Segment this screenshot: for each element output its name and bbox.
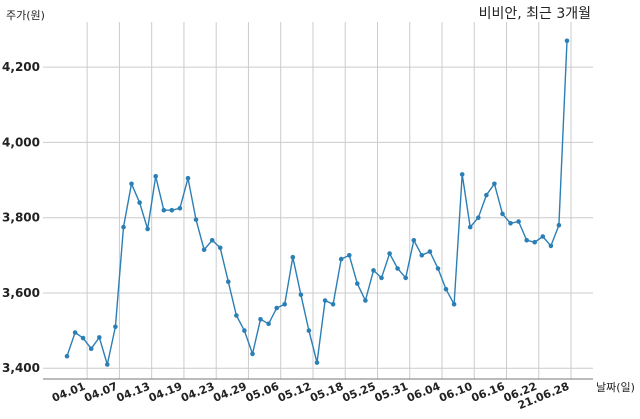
data-point xyxy=(540,234,546,239)
data-point xyxy=(88,346,94,352)
data-point xyxy=(64,353,70,359)
x-axis-label: 날짜(일) xyxy=(596,380,635,394)
grid xyxy=(43,22,593,379)
data-point xyxy=(443,286,449,292)
data-point xyxy=(185,175,191,181)
data-point xyxy=(403,275,409,281)
data-point xyxy=(97,335,102,340)
data-point xyxy=(508,221,513,226)
data-point xyxy=(121,224,126,230)
data-point xyxy=(177,206,183,211)
data-point xyxy=(137,200,142,205)
data-point xyxy=(282,302,288,307)
data-point xyxy=(105,362,110,367)
data-point xyxy=(379,275,384,281)
data-point xyxy=(274,305,280,311)
data-point xyxy=(217,245,223,251)
data-point xyxy=(395,266,400,271)
data-point xyxy=(500,211,505,217)
data-point xyxy=(411,238,417,243)
data-point xyxy=(548,243,554,249)
data-point xyxy=(564,38,570,44)
data-point xyxy=(242,328,247,333)
data-point xyxy=(532,239,537,245)
y-tick-label: 3,600 xyxy=(2,286,40,300)
data-point xyxy=(347,253,352,258)
data-point xyxy=(129,181,134,187)
data-point xyxy=(451,302,457,307)
data-point xyxy=(266,321,271,327)
y-axis-label: 주가(원) xyxy=(6,9,45,22)
y-tick-label: 4,200 xyxy=(2,60,40,74)
data-point xyxy=(467,224,473,230)
data-point xyxy=(258,317,263,322)
y-tick-label: 3,800 xyxy=(2,211,40,225)
data-point xyxy=(556,222,562,228)
data-point xyxy=(435,266,441,271)
data-point xyxy=(234,313,239,318)
data-point xyxy=(484,192,489,198)
data-point xyxy=(363,298,368,303)
data-point xyxy=(153,174,158,179)
price-points xyxy=(64,38,570,367)
data-point xyxy=(290,254,296,260)
data-point xyxy=(80,335,86,341)
data-point xyxy=(193,217,199,222)
data-point xyxy=(355,281,360,286)
y-tick-labels: 3,400 3,600 3,800 4,000 4,200 xyxy=(2,60,40,375)
y-tick-label: 3,400 xyxy=(2,361,40,375)
data-point xyxy=(387,251,392,256)
data-point xyxy=(492,181,497,187)
data-point xyxy=(72,330,78,335)
data-point xyxy=(298,292,304,298)
data-point xyxy=(145,226,150,232)
data-point xyxy=(459,172,465,177)
data-point xyxy=(226,279,231,285)
data-point xyxy=(476,215,481,220)
data-point xyxy=(419,253,425,258)
data-point xyxy=(314,360,320,365)
data-point xyxy=(161,207,167,213)
data-point xyxy=(250,351,255,357)
data-point xyxy=(427,249,433,254)
y-tick-label: 4,000 xyxy=(2,135,40,149)
data-point xyxy=(338,256,344,262)
data-point xyxy=(169,207,175,213)
data-point xyxy=(322,298,328,303)
data-point xyxy=(371,268,376,273)
data-point xyxy=(516,219,521,224)
chart-title: 비비안, 최근 3개월 xyxy=(479,6,591,22)
data-point xyxy=(209,238,215,243)
data-point xyxy=(201,247,207,252)
price-line xyxy=(66,40,568,365)
x-tick-labels: 04.0104.0704.1304.1904.2304.2905.0605.12… xyxy=(50,380,571,413)
data-point xyxy=(330,302,336,307)
data-point xyxy=(524,238,529,243)
data-point xyxy=(113,324,118,330)
data-point xyxy=(306,328,312,333)
